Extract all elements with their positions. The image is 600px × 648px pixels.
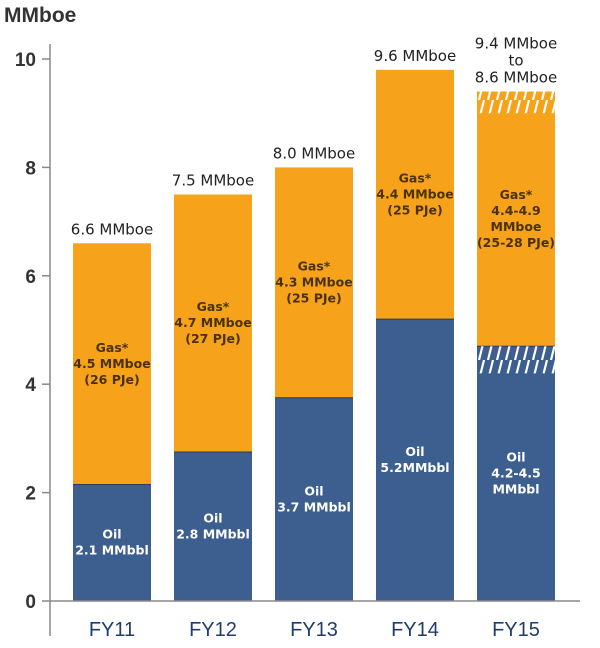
oil-label: Oil xyxy=(304,483,323,498)
x-axis-categories: FY11 FY12 FY13 FY14 FY15 xyxy=(89,619,540,641)
gas-label: Gas* xyxy=(197,299,230,314)
total-label: to xyxy=(508,52,523,70)
gas-label: 4.4-4.9 xyxy=(491,203,540,218)
x-category-label: FY15 xyxy=(492,619,540,641)
oil-bar xyxy=(275,397,353,601)
oil-label: 5.2MMbbl xyxy=(380,460,449,475)
gas-label: Gas* xyxy=(500,187,533,202)
oil-bar xyxy=(73,484,151,601)
gas-bar xyxy=(275,167,353,398)
gas-label: (25 PJe) xyxy=(286,291,341,306)
x-category-label: FY11 xyxy=(89,619,135,641)
y-tick-label: 8 xyxy=(25,158,36,179)
gas-label: 4.5 MMboe xyxy=(73,356,150,371)
total-label: 9.6 MMboe xyxy=(374,47,456,65)
gas-label: (27 PJe) xyxy=(185,331,240,346)
oil-bar xyxy=(376,319,454,601)
gas-bar xyxy=(73,243,151,485)
gas-label: Gas* xyxy=(399,171,432,186)
total-label: 8.0 MMboe xyxy=(273,144,355,162)
y-tick-label: 0 xyxy=(25,592,36,613)
oil-label: 2.8 MMbbl xyxy=(176,526,250,541)
y-axis-ticks: 0 2 4 6 8 10 xyxy=(15,50,50,613)
oil-label: Oil xyxy=(506,450,525,465)
oil-bar xyxy=(174,451,252,601)
gas-label: 4.4 MMboe xyxy=(376,187,453,202)
gas-label: (26 PJe) xyxy=(84,372,139,387)
x-category-label: FY12 xyxy=(189,619,237,641)
y-axis-unit-label: MMboe xyxy=(4,4,76,27)
bars xyxy=(73,69,555,601)
oil-label: 3.7 MMbbl xyxy=(277,499,351,514)
oil-bar xyxy=(477,346,555,601)
total-range-hatch xyxy=(477,91,555,114)
gas-label: (25-28 PJe) xyxy=(477,235,555,250)
oil-label: 2.1 MMbbl xyxy=(75,543,149,558)
gas-bar xyxy=(174,194,252,452)
total-label: 6.6 MMboe xyxy=(71,220,153,238)
total-label: 9.4 MMboe xyxy=(475,35,557,53)
gas-label: Gas* xyxy=(298,259,331,274)
oil-label: 4.2-4.5 xyxy=(491,466,540,481)
gas-label: Gas* xyxy=(96,340,129,355)
oil-label: Oil xyxy=(203,510,222,525)
oil-label: Oil xyxy=(102,527,121,542)
oil-label: MMbbl xyxy=(492,482,539,497)
x-category-label: FY14 xyxy=(391,619,439,641)
gas-label: 4.7 MMboe xyxy=(174,315,251,330)
gas-label: 4.3 MMboe xyxy=(275,275,352,290)
y-tick-label: 10 xyxy=(15,50,36,71)
gas-label: (25 PJe) xyxy=(387,203,442,218)
total-label: 8.6 MMboe xyxy=(475,69,557,87)
oil-range-hatch xyxy=(477,346,555,374)
oil-label: Oil xyxy=(405,444,424,459)
y-tick-label: 6 xyxy=(25,267,36,288)
y-tick-label: 2 xyxy=(25,484,36,505)
total-label: 7.5 MMboe xyxy=(172,172,254,190)
gas-bar xyxy=(376,69,454,320)
y-tick-label: 4 xyxy=(25,375,36,396)
gas-bar xyxy=(477,91,555,347)
x-category-label: FY13 xyxy=(290,619,338,641)
gas-label: MMboe xyxy=(491,219,542,234)
